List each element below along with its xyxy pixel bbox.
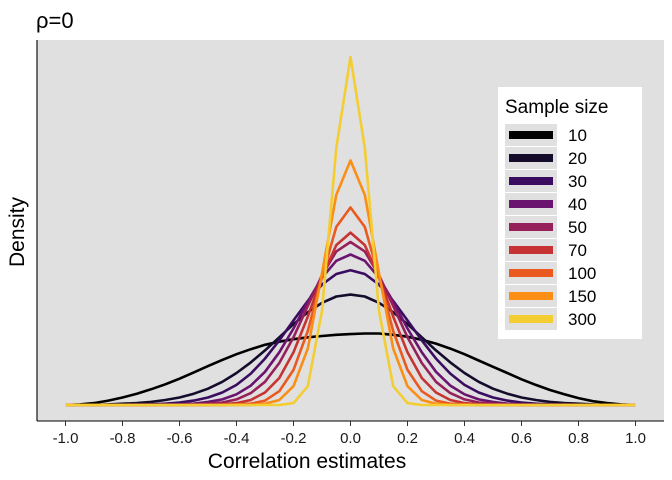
x-tick-label: -0.6 (167, 430, 193, 447)
legend-label: 50 (568, 218, 587, 237)
legend-label: 300 (568, 310, 596, 329)
legend-swatch-300 (509, 315, 553, 323)
x-tick-label: -0.8 (110, 430, 136, 447)
legend-label: 40 (568, 195, 587, 214)
legend-items: 10 20 30 40 50 70 100 150 300 (505, 124, 596, 330)
series-line-10 (65, 332, 636, 407)
legend-swatch-150 (509, 292, 553, 300)
x-axis-title: Correlation estimates (208, 450, 406, 473)
legend-label: 20 (568, 149, 587, 168)
legend-label: 30 (568, 172, 587, 191)
x-tick-label: 0.6 (511, 430, 532, 447)
series-line-20 (65, 293, 636, 407)
y-axis-title: Density (6, 196, 29, 267)
x-tick-label: -1.0 (53, 430, 79, 447)
chart-title: ρ=0 (36, 8, 74, 33)
legend-swatch-20 (509, 154, 553, 162)
x-tick-label: -0.2 (281, 430, 307, 447)
x-tick-label: 0.8 (568, 430, 589, 447)
legend-swatch-10 (509, 131, 553, 139)
legend-swatch-40 (509, 200, 553, 208)
legend-title: Sample size (505, 97, 609, 118)
legend-swatch-30 (509, 177, 553, 185)
legend-swatch-50 (509, 223, 553, 231)
x-tick-label: 0.0 (340, 430, 361, 447)
legend-label: 10 (568, 126, 587, 145)
legend-label: 100 (568, 264, 596, 283)
series-line-300 (65, 55, 636, 407)
legend-swatch-100 (509, 269, 553, 277)
legend-swatch-70 (509, 246, 553, 254)
legend: Sample size 10 20 30 40 50 70 100 150 300 (498, 87, 642, 339)
x-tick-label: 0.4 (454, 430, 475, 447)
x-axis-ticks: -1.0 -0.8 -0.6 -0.4 -0.2 0.0 0.2 0.4 0.6 0.8 1.0 (53, 421, 646, 447)
x-tick-label: 0.2 (397, 430, 418, 447)
x-tick-label: 1.0 (625, 430, 646, 447)
legend-label: 150 (568, 287, 596, 306)
legend-label: 70 (568, 241, 587, 260)
x-tick-label: -0.4 (224, 430, 250, 447)
series-lines (65, 55, 636, 407)
